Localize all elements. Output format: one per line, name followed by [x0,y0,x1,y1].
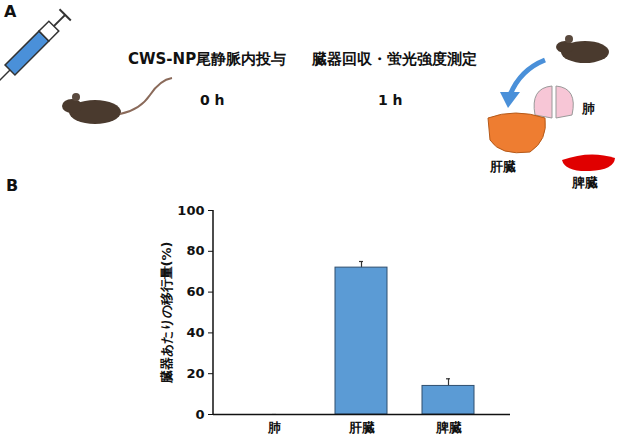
svg-text:0: 0 [195,407,204,422]
svg-text:40: 40 [186,325,204,340]
svg-text:脾臓: 脾臓 [435,420,462,435]
html-text:肺: 肺 [582,101,595,116]
html-text:肝臓: 肝臓 [490,159,516,174]
svg-text:臓器あたりの移行量(%): 臓器あたりの移行量(%) [159,242,174,385]
html-text:0 h: 0 h [200,92,225,108]
svg-text:60: 60 [186,284,204,299]
svg-text:肺: 肺 [267,420,281,435]
html-text:脾臓: 脾臓 [572,175,598,190]
html-text:臓器回収・蛍光強度測定: 臓器回収・蛍光強度測定 [312,50,477,68]
html-text:CWS-NP尾静脈内投与: CWS-NP尾静脈内投与 [128,50,287,68]
svg-text:100: 100 [177,203,204,218]
html-text:B: B [6,176,19,195]
svg-text:20: 20 [186,366,204,381]
html-text:1 h: 1 h [378,92,403,108]
html-text:A: A [4,2,17,21]
svg-text:80: 80 [186,243,204,258]
svg-text:肝臓: 肝臓 [348,420,375,435]
